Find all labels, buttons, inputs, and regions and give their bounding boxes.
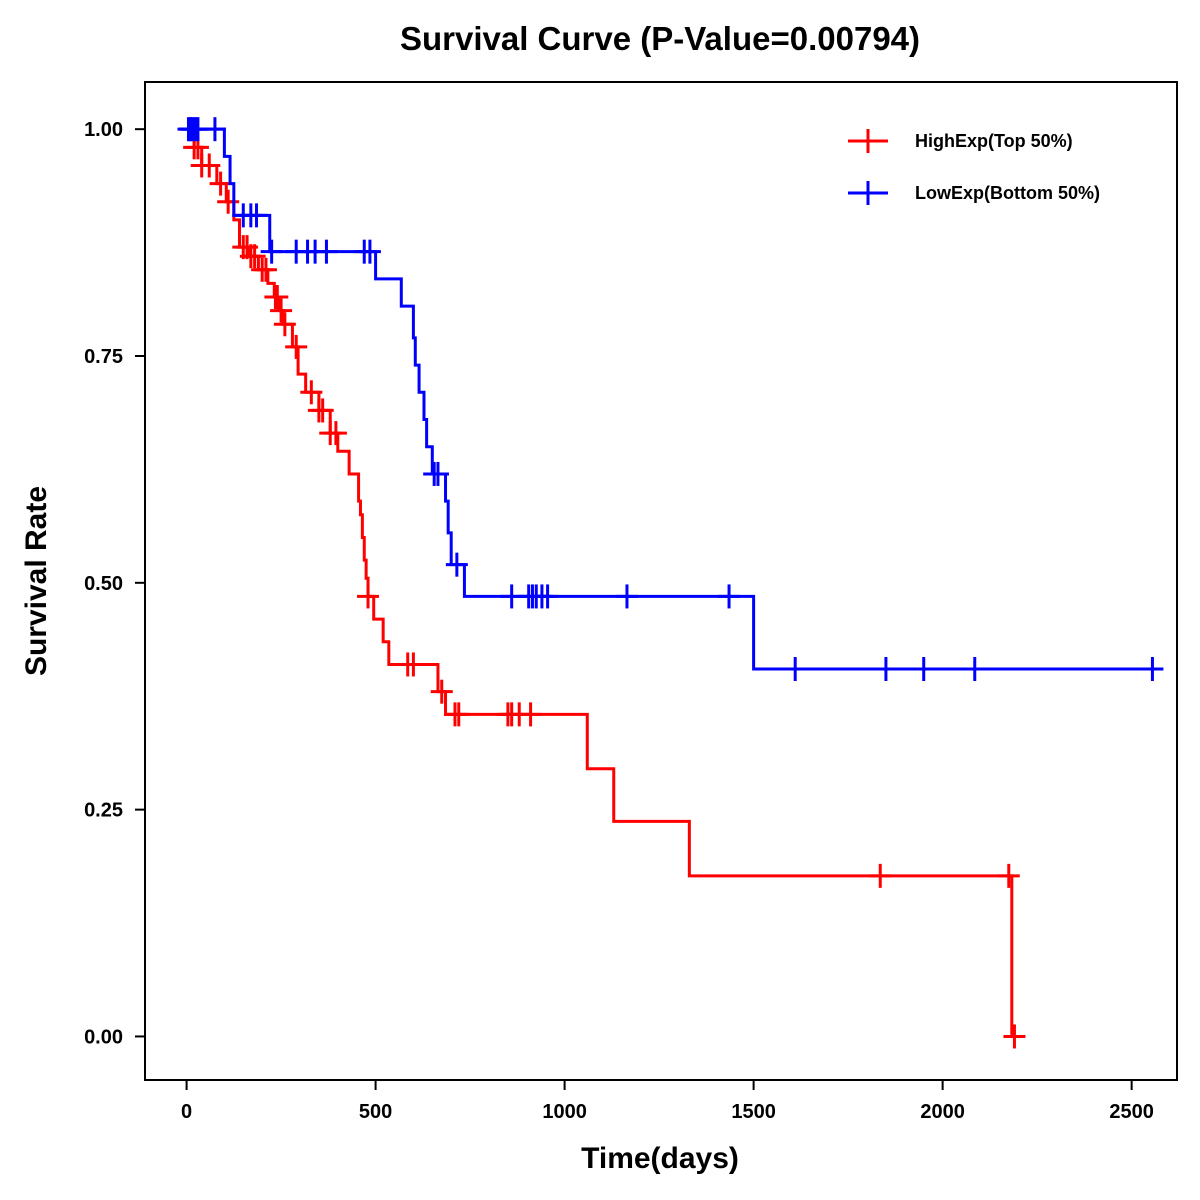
y-tick-label: 0.50 bbox=[84, 573, 123, 595]
y-tick-label: 0.00 bbox=[84, 1026, 123, 1048]
x-tick-label: 1500 bbox=[731, 1101, 776, 1123]
x-axis: 0 500 1000 1500 2000 2500 bbox=[181, 1080, 1154, 1123]
survival-step-line bbox=[186, 127, 1155, 671]
plot-frame bbox=[144, 81, 1178, 1081]
chart-title: Survival Curve (P-Value=0.00794) bbox=[400, 20, 920, 57]
x-tick-label: 500 bbox=[359, 1101, 392, 1123]
y-tick-label: 0.75 bbox=[84, 346, 123, 368]
x-tick-label: 0 bbox=[181, 1101, 192, 1123]
y-axis-title: Survival Rate bbox=[20, 486, 53, 676]
y-axis: 0.00 0.25 0.50 0.75 1.00 bbox=[84, 119, 145, 1048]
x-tick-label: 1000 bbox=[542, 1101, 587, 1123]
x-tick-label: 2000 bbox=[920, 1101, 965, 1123]
legend-label: HighExp(Top 50%) bbox=[915, 131, 1073, 151]
series-low-exp bbox=[177, 117, 1164, 682]
legend: HighExp(Top 50%) LowExp(Bottom 50%) bbox=[848, 129, 1100, 205]
x-axis-title: Time(days) bbox=[581, 1142, 739, 1175]
survival-step-line bbox=[186, 127, 1014, 1037]
legend-item: HighExp(Top 50%) bbox=[848, 129, 1073, 153]
legend-item: LowExp(Bottom 50%) bbox=[848, 181, 1100, 205]
legend-label: LowExp(Bottom 50%) bbox=[915, 183, 1100, 203]
y-tick-label: 0.25 bbox=[84, 800, 123, 822]
series-layer bbox=[177, 117, 1164, 1049]
x-tick-label: 2500 bbox=[1109, 1101, 1154, 1123]
y-tick-label: 1.00 bbox=[84, 119, 123, 141]
